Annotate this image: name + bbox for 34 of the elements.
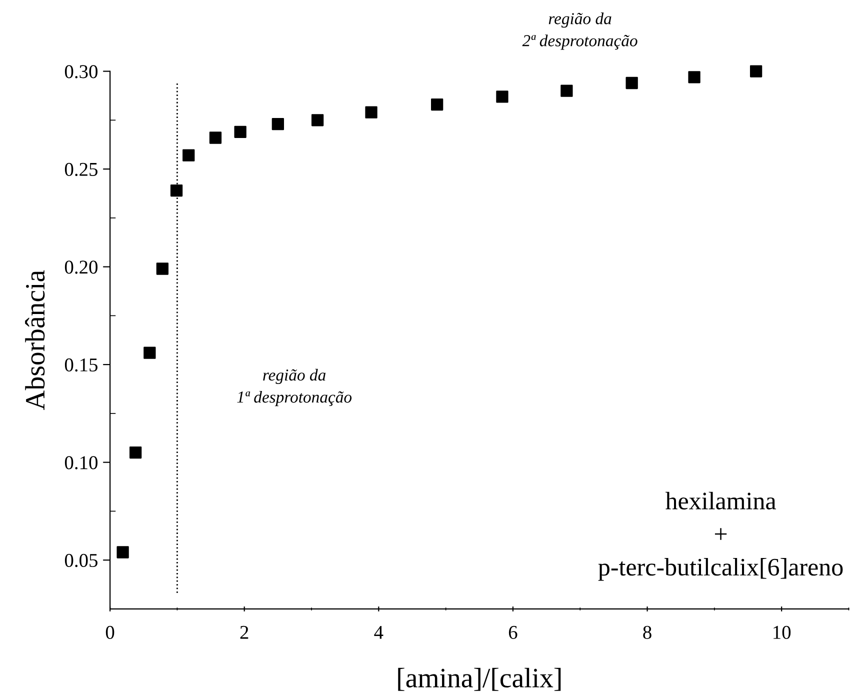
- x-tick-label: 10: [774, 626, 791, 639]
- y-tick-label: 0.10: [64, 456, 98, 470]
- point: [209, 132, 222, 144]
- point: [170, 184, 183, 197]
- point: [750, 65, 762, 78]
- point: [311, 114, 324, 126]
- point: [272, 118, 284, 130]
- y-tick-label: 0.25: [64, 162, 98, 176]
- x-tick-label: 6: [508, 626, 518, 639]
- x-axis-title: [amina]/[calix]: [398, 668, 561, 691]
- point: [431, 98, 444, 111]
- text: região da 2ª desprotonação: [522, 12, 638, 50]
- point: [560, 84, 573, 97]
- x-tick-label: 2: [240, 626, 248, 639]
- x-tick-label: 8: [643, 626, 652, 639]
- point: [234, 126, 246, 138]
- y-tick-label: 0.05: [64, 554, 98, 568]
- point: [688, 71, 700, 84]
- annotation: hexilamina + p-terc-butilcalix[6]areno: [598, 492, 843, 581]
- point: [156, 262, 168, 275]
- point: [116, 546, 129, 558]
- y-tick-label: 0.15: [64, 358, 98, 372]
- point: [626, 76, 638, 90]
- point: [182, 149, 195, 162]
- point: [129, 446, 142, 459]
- point: [144, 346, 156, 359]
- x-tick-label: 4: [374, 626, 384, 639]
- x-tick-label: 0: [106, 626, 114, 639]
- y-tick-label: 0.20: [64, 260, 98, 274]
- point: [365, 106, 378, 118]
- annotation: região da 1ª desprotonação: [237, 368, 352, 406]
- y-axis-title: Absorbância: [25, 270, 45, 410]
- point: [496, 90, 508, 103]
- y-tick-label: 0.30: [64, 65, 98, 78]
